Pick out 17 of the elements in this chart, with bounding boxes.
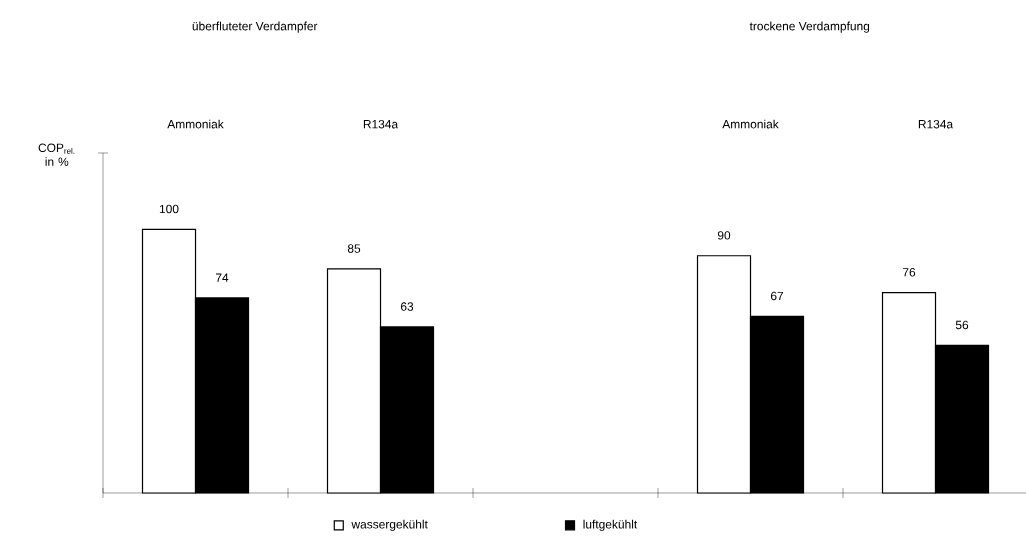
legend-label: luftgekühlt: [583, 519, 638, 531]
x-tick-label: Ammoniak: [167, 119, 224, 129]
text: trockene Verdampfung: [749, 21, 870, 33]
y-axis-title: COP$_{rel.}$ in %: [38, 143, 75, 166]
data-label: 67: [770, 291, 784, 301]
legend-label: wassergekühlt: [351, 519, 428, 531]
text: überfluteter Verdampfer: [192, 21, 318, 33]
data-label: 56: [955, 320, 969, 330]
data-label: 100: [159, 204, 179, 214]
x-tick-label: R134a: [363, 119, 399, 129]
data-label: 63: [400, 302, 414, 311]
x-tick-label: R134a: [918, 119, 954, 129]
data-label: 85: [347, 244, 361, 253]
data-label: 90: [717, 231, 731, 240]
x-tick-label: Ammoniak: [722, 119, 779, 129]
data-label: 76: [902, 268, 916, 277]
data-label: 74: [215, 273, 229, 282]
